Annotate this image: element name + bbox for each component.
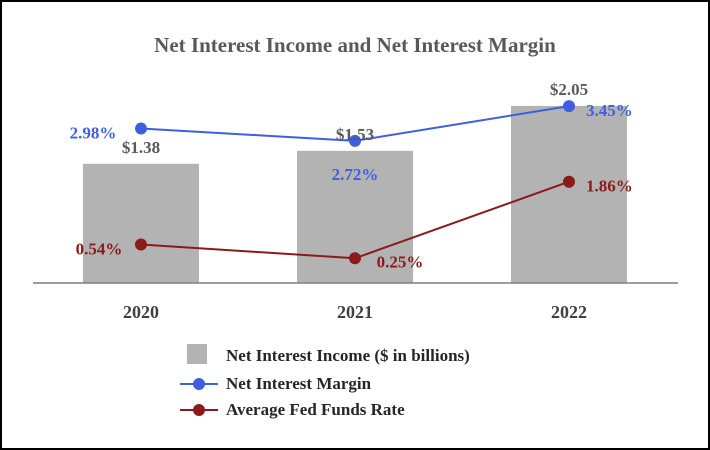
legend-label-net-interest-margin: Net Interest Margin [226,374,372,393]
point-fed-rate-2021 [349,252,361,265]
label-nim-2021: 2.72% [332,165,379,184]
bar-label-2021: $1.53 [336,125,374,144]
chart-title: Net Interest Income and Net Interest Mar… [154,33,556,57]
legend: Net Interest Income ($ in billions) Net … [180,344,470,419]
bar-label-2022: $2.05 [550,80,588,99]
legend-swatch-bar [187,344,207,364]
legend-label-net-interest-income: Net Interest Income ($ in billions) [226,346,470,365]
point-fed-rate-2020 [135,238,147,251]
bar-2020 [83,163,199,283]
label-fed-rate-2021: 0.25% [377,252,424,271]
label-nim-2020: 2.98% [70,123,117,142]
legend-label-average-fed-funds-rate: Average Fed Funds Rate [226,400,405,419]
label-fed-rate-2022: 1.86% [586,177,633,196]
x-tick-2021: 2021 [337,302,373,322]
point-nim-2022 [563,100,575,113]
x-tick-2020: 2020 [123,302,159,322]
legend-marker-fed [193,404,205,416]
bar-2022 [511,105,627,284]
x-tick-2022: 2022 [551,302,587,322]
legend-marker-nim [193,378,205,390]
bar-label-2020: $1.38 [122,138,160,157]
label-nim-2022: 3.45% [586,101,633,120]
label-fed-rate-2020: 0.54% [76,239,123,258]
point-nim-2021 [349,134,361,147]
point-nim-2020 [135,122,147,135]
point-fed-rate-2022 [563,175,575,188]
